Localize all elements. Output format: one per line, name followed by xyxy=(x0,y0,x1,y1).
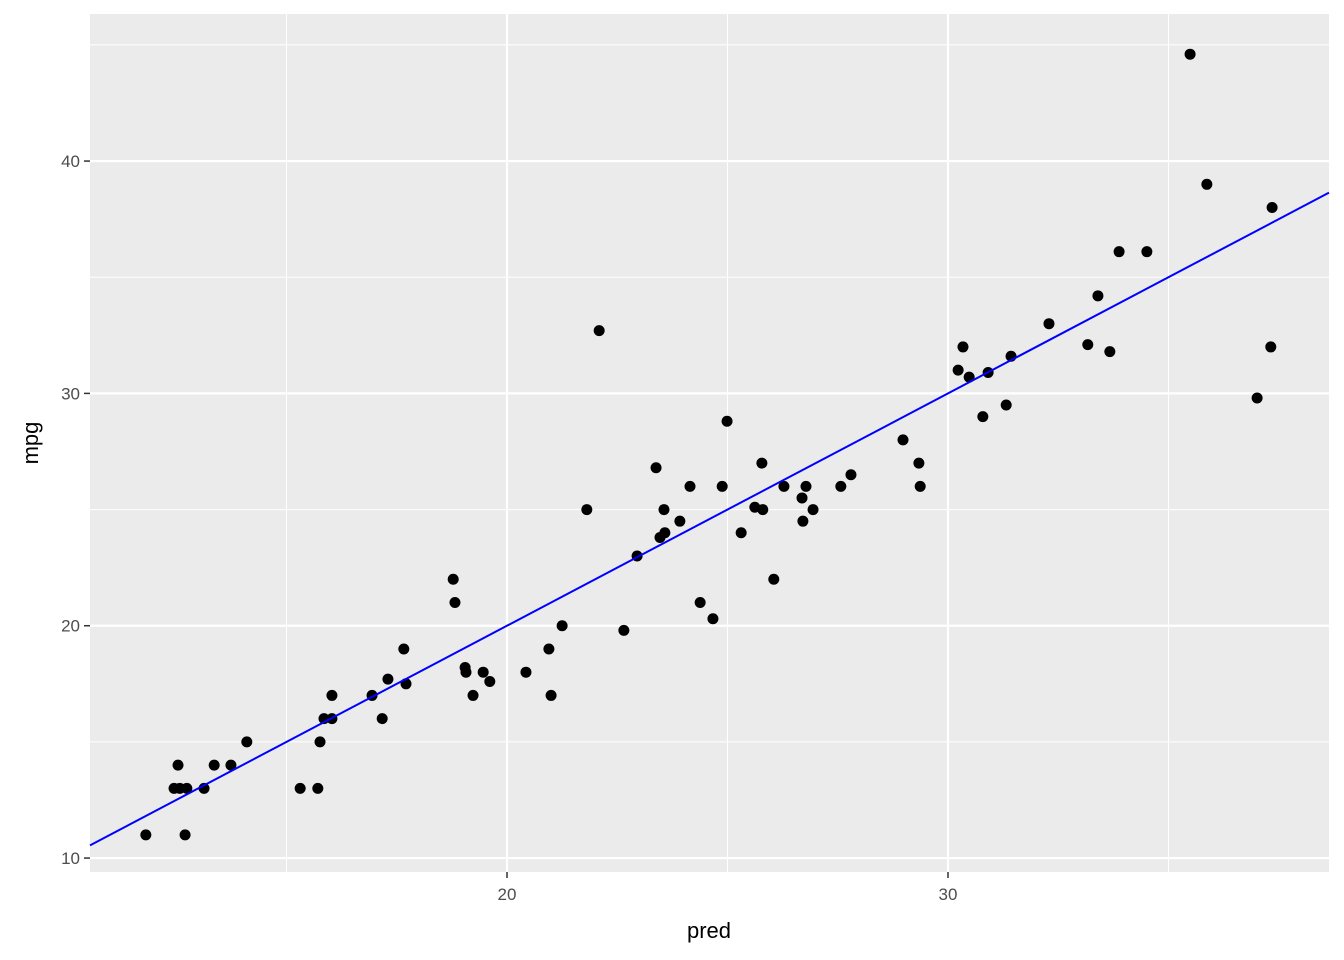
y-axis-title: mpg xyxy=(18,422,43,465)
point xyxy=(1082,339,1094,351)
point xyxy=(957,341,969,353)
point xyxy=(977,411,989,423)
reference-line xyxy=(89,191,1330,847)
point xyxy=(1266,202,1278,214)
point xyxy=(796,492,808,504)
point xyxy=(800,480,812,492)
x-tick-label: 20 xyxy=(498,885,517,904)
y-tick-label: 10 xyxy=(61,849,80,868)
point xyxy=(1043,318,1055,330)
point xyxy=(1092,290,1104,302)
point xyxy=(1251,392,1263,404)
point xyxy=(835,480,847,492)
point xyxy=(768,573,780,585)
point xyxy=(778,480,790,492)
point xyxy=(545,689,557,701)
point xyxy=(179,829,191,841)
point xyxy=(484,675,496,687)
point xyxy=(326,689,338,701)
point xyxy=(1201,178,1213,190)
point xyxy=(694,596,706,608)
point xyxy=(467,689,479,701)
point xyxy=(1184,48,1196,60)
y-tick-label: 20 xyxy=(61,617,80,636)
point xyxy=(756,457,768,469)
point xyxy=(797,515,809,527)
point xyxy=(198,782,210,794)
point xyxy=(140,829,152,841)
point xyxy=(520,666,532,678)
point xyxy=(897,434,909,446)
x-tick-label: 30 xyxy=(939,885,958,904)
point xyxy=(618,624,630,636)
point xyxy=(807,504,819,516)
point xyxy=(376,713,388,725)
y-tick-label: 40 xyxy=(61,152,80,171)
point xyxy=(241,736,253,748)
point xyxy=(659,527,671,539)
y-tick-label: 30 xyxy=(61,384,80,403)
point xyxy=(684,480,696,492)
point xyxy=(172,759,184,771)
point xyxy=(398,643,410,655)
point xyxy=(650,462,662,474)
point xyxy=(314,736,326,748)
point xyxy=(543,643,555,655)
x-axis-title: pred xyxy=(687,918,731,943)
point xyxy=(952,364,964,376)
point xyxy=(716,480,728,492)
point xyxy=(382,673,394,685)
point xyxy=(312,782,324,794)
point xyxy=(449,596,461,608)
point xyxy=(913,457,925,469)
point xyxy=(1000,399,1012,411)
point xyxy=(581,504,593,516)
point xyxy=(208,759,220,771)
point xyxy=(181,782,193,794)
point xyxy=(674,515,686,527)
point xyxy=(658,504,670,516)
point xyxy=(735,527,747,539)
point xyxy=(1265,341,1277,353)
point xyxy=(721,415,733,427)
point xyxy=(1141,246,1153,258)
point xyxy=(294,782,306,794)
point xyxy=(914,480,926,492)
point xyxy=(477,666,489,678)
point xyxy=(845,469,857,481)
point xyxy=(1104,346,1116,358)
point xyxy=(593,325,605,337)
point xyxy=(225,759,237,771)
point xyxy=(1113,246,1125,258)
point xyxy=(447,573,459,585)
point xyxy=(556,620,568,632)
point xyxy=(460,666,472,678)
point xyxy=(707,613,719,625)
panel xyxy=(90,14,1329,872)
point xyxy=(757,504,769,516)
